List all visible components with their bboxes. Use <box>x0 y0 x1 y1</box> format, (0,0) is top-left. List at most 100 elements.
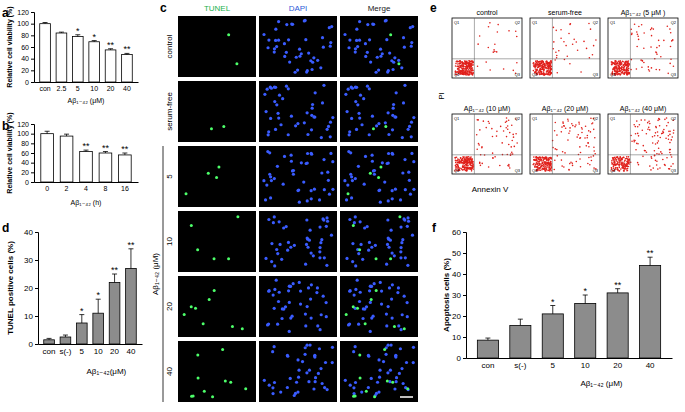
nucleus <box>276 323 279 326</box>
nucleus <box>355 28 358 31</box>
flow-event <box>506 136 508 138</box>
flow-event <box>534 64 536 66</box>
x-tick: 8 <box>103 185 107 192</box>
flow-event <box>549 65 551 67</box>
flow-event <box>544 74 546 76</box>
flow-event <box>462 160 464 162</box>
flow-event <box>465 71 467 73</box>
nucleus <box>313 354 316 357</box>
flow-event <box>630 28 632 30</box>
flow-event <box>466 156 468 158</box>
error-bar <box>128 249 133 269</box>
flow-event <box>461 161 463 163</box>
y-tick-mark <box>31 153 34 154</box>
nucleus <box>354 345 357 348</box>
tunel-signal <box>386 379 389 382</box>
nucleus <box>326 220 329 223</box>
y-axis: 0102030405060 <box>452 228 466 363</box>
nucleus <box>323 386 326 389</box>
nucleus <box>367 249 370 252</box>
x-tick: con <box>43 347 56 356</box>
nucleus <box>311 107 314 110</box>
panel-label: c <box>160 1 167 15</box>
x-tick: 20 <box>110 347 119 356</box>
column-header: DAPI <box>289 4 308 13</box>
nucleus <box>310 152 313 155</box>
flow-event <box>533 64 535 66</box>
nucleus <box>370 377 373 380</box>
error-bar <box>485 338 490 340</box>
significance-label: ** <box>111 265 119 275</box>
y-axis-title: TUNEL positive cells (%) <box>6 241 15 335</box>
nucleus <box>401 136 404 139</box>
x-axis-line <box>467 358 673 359</box>
tunel-signal <box>213 289 216 292</box>
nucleus <box>392 61 395 64</box>
flow-event <box>457 61 459 63</box>
significance-label: * <box>583 286 587 296</box>
flow-event <box>540 71 542 73</box>
error-bar-stem <box>520 319 521 325</box>
flow-event <box>465 167 467 169</box>
flow-event <box>462 166 464 168</box>
micrograph <box>259 81 337 142</box>
flow-event <box>623 70 625 72</box>
row-label: control <box>165 34 174 58</box>
nucleus <box>354 288 357 291</box>
nucleus <box>406 216 409 219</box>
flow-event <box>543 62 545 64</box>
x-tick-label: 4 <box>84 185 88 192</box>
y-tick-mark <box>31 134 34 135</box>
nucleus <box>288 285 291 288</box>
y-tick: 60 <box>21 44 34 51</box>
nucleus <box>373 173 376 176</box>
nucleus <box>329 135 332 138</box>
significance-label: ** <box>127 240 135 250</box>
nucleus <box>310 128 313 131</box>
bar <box>56 33 67 82</box>
flow-event <box>472 166 474 168</box>
nucleus <box>301 360 304 363</box>
flow-event <box>466 68 468 70</box>
y-tick-mark <box>463 316 466 317</box>
flow-event <box>623 73 625 75</box>
flow-event <box>555 51 557 53</box>
flow-event <box>628 72 630 74</box>
error-bar <box>43 23 48 24</box>
flow-event <box>626 70 628 72</box>
flow-event <box>541 65 543 67</box>
nucleus <box>285 51 288 54</box>
quadrant-label: Q1 <box>610 20 616 25</box>
tunel-signal <box>235 62 238 65</box>
flow-event <box>469 168 471 170</box>
flow-event <box>481 147 483 149</box>
flow-event <box>460 161 462 163</box>
flow-event <box>466 60 468 62</box>
tunel-signal <box>207 172 210 175</box>
flow-event <box>462 68 464 70</box>
flow-event <box>540 69 542 71</box>
flow-event <box>541 73 543 75</box>
flow-event <box>469 71 471 73</box>
flow-event <box>466 63 468 65</box>
y-tick: 30 <box>24 256 38 265</box>
y-tick-label: 10 <box>24 312 33 321</box>
flow-event <box>625 64 627 66</box>
flow-event <box>466 158 468 160</box>
flow-event <box>616 62 618 64</box>
bar <box>109 282 120 344</box>
panel-label: e <box>430 1 437 15</box>
x-tick: 4 <box>84 185 88 192</box>
flow-event <box>469 61 471 63</box>
nucleus <box>377 69 380 72</box>
nucleus <box>279 123 282 126</box>
nucleus <box>368 241 371 244</box>
nucleus <box>355 39 358 42</box>
flow-event <box>553 27 555 29</box>
flow-event <box>458 63 460 65</box>
nucleus <box>312 254 315 257</box>
flow-event <box>543 64 545 66</box>
nucleus <box>318 328 321 331</box>
nucleus <box>329 152 332 155</box>
nucleus <box>345 110 348 113</box>
